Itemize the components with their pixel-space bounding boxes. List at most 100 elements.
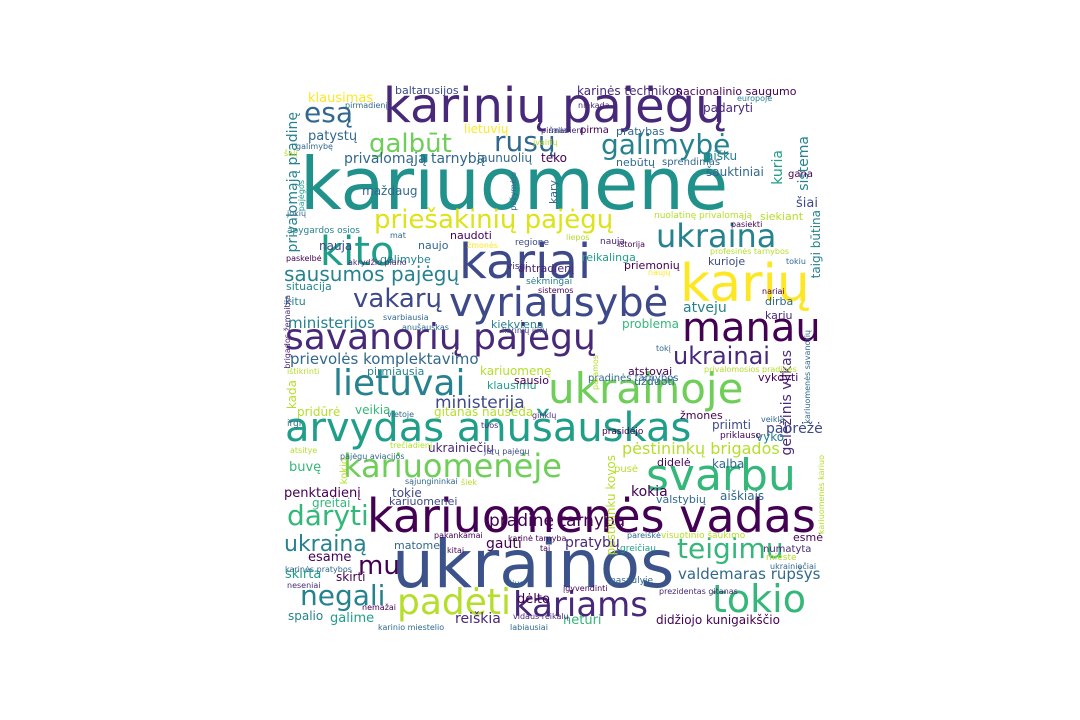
- word: tokio: [712, 577, 806, 621]
- word: padaryti: [703, 101, 754, 115]
- word: pasiekti: [731, 220, 763, 229]
- word: kariuomenę: [480, 364, 552, 378]
- word: skirta: [285, 567, 322, 582]
- word: šalia: [549, 126, 568, 135]
- word: problema: [622, 317, 680, 331]
- word: ministerija: [435, 393, 525, 413]
- word: aišku: [706, 149, 738, 163]
- word: kitai: [447, 546, 465, 555]
- word: teko: [541, 151, 567, 165]
- word: baltarusijos: [395, 84, 459, 97]
- word: ukrainiečiai: [770, 562, 817, 571]
- word: savanorių pajėgų: [285, 317, 596, 358]
- word: niekada: [578, 101, 610, 110]
- word: įvairių: [533, 138, 558, 147]
- word: profesinės tarnybos: [710, 247, 790, 256]
- word: akrydžio plano: [348, 258, 407, 267]
- word: greitai: [312, 496, 351, 510]
- word: pratybas: [616, 125, 665, 138]
- word: nariai: [762, 287, 785, 296]
- word: nauja: [600, 237, 625, 247]
- word: jokių: [287, 209, 307, 218]
- word: valdemaras rupšys: [678, 565, 821, 583]
- word: nemažai: [362, 603, 397, 612]
- word: irgi: [287, 419, 302, 429]
- word: atsitye: [290, 446, 318, 455]
- word: kariu: [765, 309, 793, 322]
- word: pažymėjo: [509, 172, 518, 211]
- word: šiuo: [508, 579, 525, 588]
- word: karinės technikos: [577, 84, 682, 98]
- word: naujų: [648, 268, 671, 277]
- word: esmė: [793, 531, 823, 544]
- word: pėstininkų brigados: [622, 439, 780, 458]
- word: kokia: [631, 484, 668, 500]
- word: sėkmingai: [526, 277, 573, 287]
- word: istorija: [618, 240, 646, 249]
- word: penktadienį: [284, 486, 361, 501]
- word: dėlto: [517, 592, 550, 607]
- word: šiek: [461, 478, 477, 487]
- word: taigi būtina: [809, 210, 823, 279]
- word: ministerijos: [288, 314, 375, 332]
- word: tokiu: [786, 257, 806, 266]
- word: neturi: [563, 613, 602, 628]
- word: kalba: [712, 457, 745, 471]
- word: nuolatinę privalomąją: [654, 211, 753, 221]
- word: šalį: [284, 149, 298, 158]
- word: patystų: [308, 129, 358, 144]
- word: pirma: [580, 125, 609, 136]
- word: kary: [547, 180, 560, 204]
- word: pirmadienį: [345, 101, 388, 110]
- word: pirmiausia: [367, 365, 425, 378]
- word: mieste: [766, 553, 797, 563]
- word: reiškia: [455, 611, 501, 627]
- word: kariuomenėje: [343, 447, 562, 485]
- word: pasaulyje: [610, 576, 654, 586]
- word: nebūtų: [616, 156, 655, 169]
- word: kariams: [513, 585, 649, 625]
- word: karinio miestelio: [378, 623, 445, 632]
- word: rusų: [494, 125, 556, 158]
- word: buvę: [289, 460, 322, 475]
- word: veikia: [355, 403, 391, 417]
- word: kiekviena: [491, 318, 544, 331]
- word: ginklų: [532, 411, 557, 420]
- word: sprendimas: [662, 157, 721, 168]
- word: nacionalinio saugumo: [676, 85, 797, 98]
- word: manau: [682, 305, 821, 351]
- word: kariuomenė: [300, 142, 729, 226]
- word: visgi: [507, 262, 528, 272]
- word: prezidentas gitanas: [659, 587, 738, 596]
- word: tai: [540, 544, 551, 553]
- word: naujo: [418, 239, 449, 252]
- word: jaunuolių: [477, 151, 533, 165]
- word: gauti: [486, 536, 522, 552]
- word: siekiant: [760, 210, 804, 223]
- word: prasidėjo: [602, 427, 644, 437]
- word: galimybę: [296, 142, 333, 151]
- word: skirti: [336, 570, 366, 584]
- word: privalomosios pradinės: [704, 365, 797, 374]
- word: vyriausybė: [449, 280, 669, 326]
- word: pridūrė: [297, 405, 341, 419]
- word: ukrainą: [284, 532, 367, 557]
- word: vyko: [756, 430, 785, 444]
- word: didelė: [657, 456, 691, 469]
- word: trečiadienį: [390, 441, 433, 450]
- word: priimti: [712, 418, 751, 432]
- word: sausio: [514, 374, 549, 387]
- word: priklauso: [720, 431, 762, 441]
- word: tokį: [656, 344, 671, 353]
- word: neseniai: [287, 581, 321, 590]
- word: karinės pratybos: [285, 565, 352, 574]
- word: maždaug: [362, 184, 418, 198]
- word: pirmadienį: [541, 126, 584, 135]
- word: didžiojo kunigaikščio: [656, 613, 780, 627]
- word: situacija: [286, 280, 332, 293]
- word: sąjungininkai: [405, 477, 458, 486]
- word: anušauskas: [402, 323, 449, 332]
- word: kurioje: [708, 255, 746, 268]
- word: ukrainoje: [548, 364, 744, 413]
- word: regione: [515, 238, 550, 248]
